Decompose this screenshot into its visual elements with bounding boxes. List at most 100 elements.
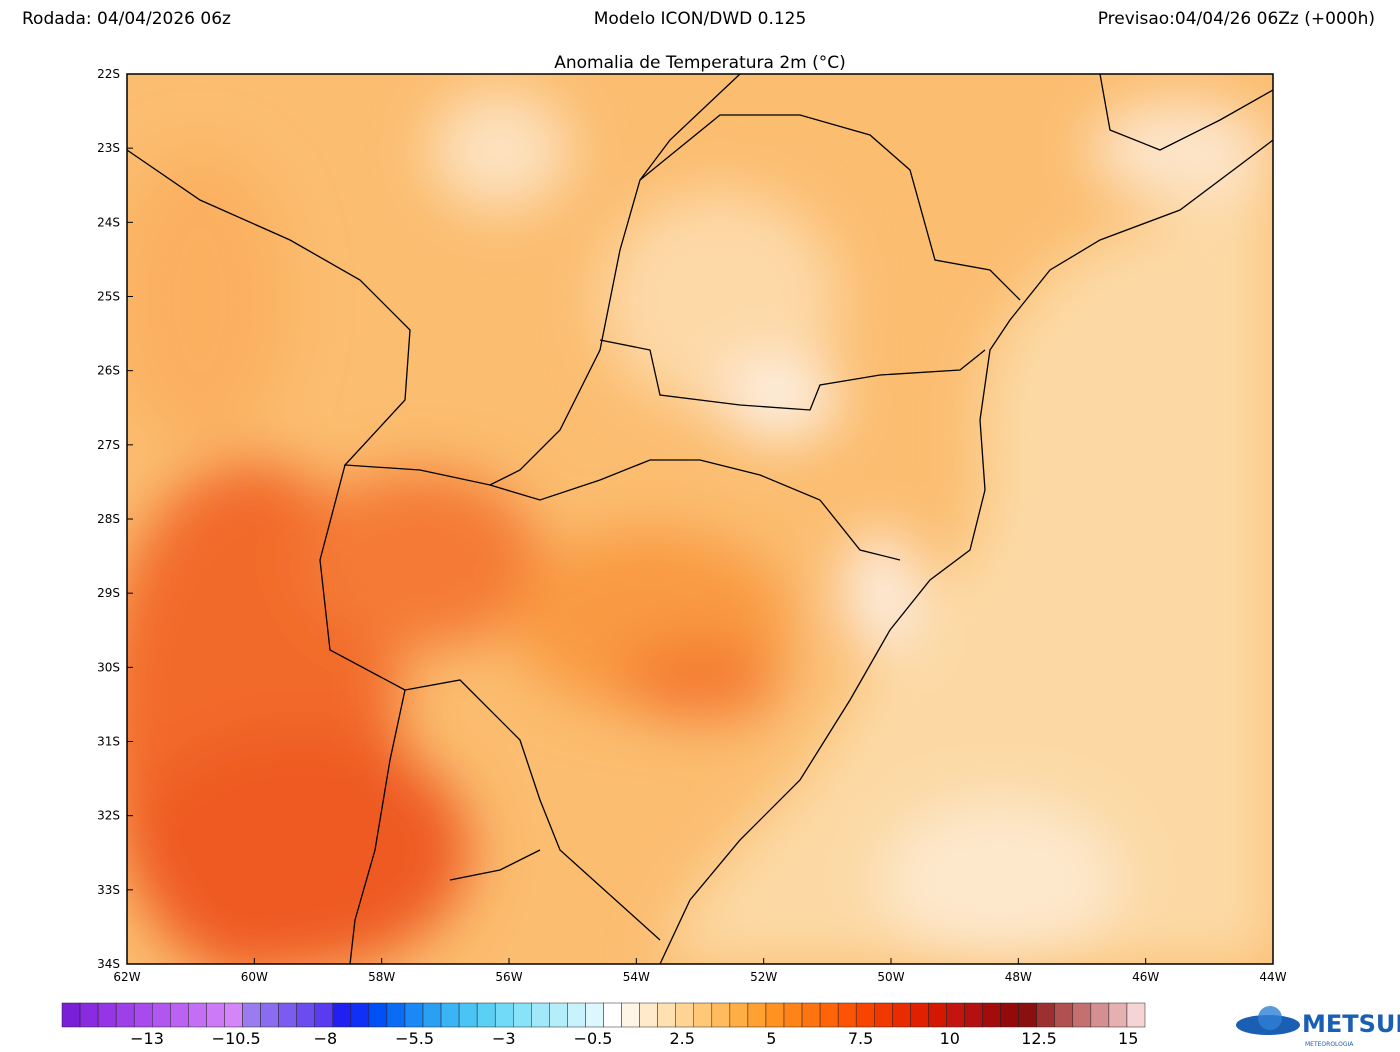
colorbar-label: 12.5 [1021,1029,1057,1048]
colorbar-box [242,1002,261,1028]
map-field [127,74,1273,964]
colorbar-box [729,1002,749,1028]
lon-label: 54W [623,970,650,984]
colorbar-box [97,1002,117,1028]
lon-label: 60W [241,970,268,984]
lat-label: 26S [97,364,120,378]
colorbar-box [458,1002,478,1028]
colorbar-box [1072,1002,1092,1028]
colorbar-box [79,1002,99,1028]
colorbar-box [332,1002,352,1028]
colorbar-box [621,1002,640,1028]
colorbar-box [946,1002,965,1028]
colorbar-box [314,1002,334,1028]
lon-label: 44W [1259,970,1286,984]
colorbar-box [61,1002,81,1028]
lon-label: 52W [750,970,777,984]
colorbar-box [1108,1002,1128,1028]
lat-label: 31S [97,735,120,749]
colorbar-box [549,1002,568,1028]
colorbar-box [765,1002,785,1028]
lat-label: 32S [97,809,120,823]
colorbar-label: 2.5 [669,1029,694,1048]
colorbar-box [152,1002,171,1028]
lat-label: 28S [97,512,120,526]
colorbar-box [693,1002,713,1028]
colorbar-box [422,1002,442,1028]
colorbar-box [494,1002,514,1028]
model-label: Modelo ICON/DWD 0.125 [594,9,807,29]
lat-label: 24S [97,215,120,229]
lon-label: 62W [113,970,140,984]
colorbar-box [115,1002,135,1028]
colorbar-box [188,1002,207,1028]
colorbar-box [982,1002,1001,1028]
lon-label: 46W [1132,970,1159,984]
colorbar-box [278,1002,297,1028]
lat-label: 29S [97,586,120,600]
lat-label: 27S [97,438,120,452]
colorbar-label: 15 [1118,1029,1138,1048]
lat-label: 33S [97,883,120,897]
colorbar-label: −0.5 [574,1029,613,1048]
colorbar-box [513,1002,532,1028]
colorbar-box [1126,1002,1146,1028]
colorbar-box [603,1002,622,1028]
colorbar-box [1000,1002,1019,1028]
colorbar-box [855,1002,875,1028]
colorbar-box [783,1002,803,1028]
colorbar-box [874,1002,893,1028]
colorbar-label: 10 [940,1029,960,1048]
lon-label: 56W [495,970,522,984]
colorbar-box [1054,1002,1074,1028]
lat-label: 23S [97,141,120,155]
colorbar-label: 5 [766,1029,776,1048]
colorbar-label: −13 [130,1029,164,1048]
colorbar-box [639,1002,658,1028]
logo: METSUL METEOROLOGIA [1236,1006,1400,1048]
colorbar-label: 7.5 [848,1029,873,1048]
colorbar-box [892,1002,911,1028]
colorbar-box [567,1002,586,1028]
colorbar-box [837,1002,857,1028]
map-title: Anomalia de Temperatura 2m (°C) [554,53,846,73]
colorbar-label: −3 [492,1029,516,1048]
lat-label: 22S [97,67,120,81]
colorbar-box [747,1002,767,1028]
colorbar-box [368,1002,388,1028]
lon-label: 58W [368,970,395,984]
colorbar-box [801,1002,821,1028]
colorbar-box [1018,1002,1037,1028]
colorbar-box [819,1002,839,1028]
colorbar-box [296,1002,315,1028]
colorbar-box [531,1002,550,1028]
logo-name: METSUL [1302,1010,1400,1038]
lat-label: 34S [97,957,120,971]
colorbar-box [260,1002,279,1028]
colorbar-box [350,1002,370,1028]
colorbar-box [206,1002,225,1028]
colorbar-label: −10.5 [212,1029,261,1048]
colorbar-box [675,1002,695,1028]
colorbar-box [657,1002,676,1028]
colorbar-box [440,1002,460,1028]
colorbar-box [928,1002,947,1028]
colorbar-box [133,1002,153,1028]
lat-label: 25S [97,290,120,304]
colorbar-box [476,1002,496,1028]
lat-label: 30S [97,660,120,674]
run-label: Rodada: 04/04/2026 06z [22,9,231,29]
colorbar-box [1090,1002,1110,1028]
colorbar-box [585,1002,604,1028]
colorbar-box [170,1002,189,1028]
colorbar-label: −8 [314,1029,338,1048]
lon-label: 48W [1005,970,1032,984]
colorbar-box [711,1002,731,1028]
colorbar-box [1036,1002,1055,1028]
logo-tagline: METEOROLOGIA [1305,1041,1354,1048]
colorbar-box [404,1002,424,1028]
colorbar-label: −5.5 [395,1029,434,1048]
forecast-label: Previsao:04/04/26 06Zz (+000h) [1098,9,1375,29]
colorbar-box [964,1002,983,1028]
